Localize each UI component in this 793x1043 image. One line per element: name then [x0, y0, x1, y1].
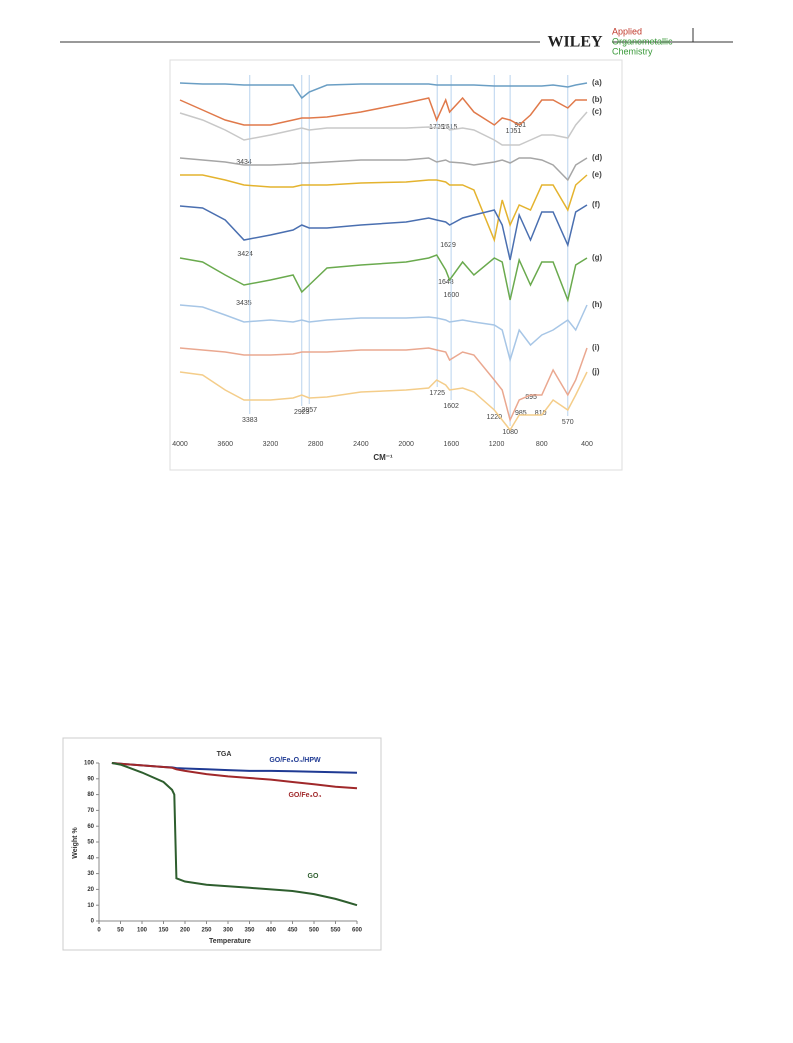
tga-line	[111, 762, 358, 790]
y-tick-label: 10	[87, 903, 94, 909]
x-tick-label: 500	[309, 928, 320, 934]
x-tick-label: 0	[97, 928, 101, 934]
spectrum-line	[179, 371, 588, 432]
x-tick-label: 300	[223, 928, 234, 934]
peak-label: 1725	[429, 390, 445, 397]
spectrum-line	[179, 111, 588, 146]
x-axis-label: Temperature	[209, 938, 251, 945]
journal-line: Chemistry	[612, 46, 653, 56]
legend-label: (i)	[592, 343, 600, 352]
peak-label: 991	[514, 122, 526, 129]
y-tick-label: 90	[87, 776, 94, 782]
x-tick-label: 1600	[444, 441, 460, 448]
x-tick-label: 100	[137, 928, 148, 934]
y-tick-label: 20	[87, 887, 94, 893]
spectrum-line	[179, 304, 588, 363]
spectrum-line	[179, 96, 587, 126]
chart-title: TGA	[217, 751, 232, 758]
spectrum-line	[179, 82, 588, 100]
peak-label: 985	[515, 410, 527, 417]
x-tick-label: 400	[581, 441, 593, 448]
legend-label: (e)	[592, 170, 602, 179]
x-tick-label: 2400	[353, 441, 369, 448]
peak-label: 2923	[294, 409, 310, 416]
x-tick-label: 2000	[398, 441, 414, 448]
x-tick-label: 3600	[217, 441, 233, 448]
y-tick-label: 50	[87, 840, 94, 846]
peak-label: 1220	[487, 414, 503, 421]
series-label: GO	[308, 873, 319, 880]
peak-label: 1051	[506, 128, 522, 135]
x-tick-label: 350	[244, 928, 255, 934]
x-tick-label: 150	[158, 928, 169, 934]
legend-label: (d)	[592, 153, 603, 162]
journal-line: Applied	[612, 26, 642, 36]
peak-label: 1080	[502, 429, 518, 436]
peak-label: 3435	[236, 300, 252, 307]
y-tick-label: 80	[87, 792, 94, 798]
chart-frame	[62, 737, 382, 951]
x-tick-label: 3200	[263, 441, 279, 448]
peak-label: 3424	[237, 251, 253, 258]
y-tick-label: 40	[87, 855, 94, 861]
y-tick-label: 100	[84, 761, 95, 767]
x-tick-label: 250	[201, 928, 212, 934]
y-tick-label: 0	[91, 919, 95, 925]
y-tick-label: 60	[87, 824, 94, 830]
y-tick-label: 70	[87, 808, 94, 814]
legend-label: (c)	[592, 107, 602, 116]
legend-label: (a)	[592, 78, 602, 87]
x-tick-label: 550	[330, 928, 341, 934]
peak-label: 2857	[301, 407, 317, 414]
spectrum-line	[179, 347, 588, 423]
legend-label: (g)	[592, 253, 603, 262]
x-tick-label: 50	[117, 928, 124, 934]
peak-label: 570	[562, 419, 574, 426]
legend-label: (f)	[592, 200, 600, 209]
tga-line	[111, 762, 358, 907]
legend-label: (j)	[592, 367, 600, 376]
x-tick-label: 200	[180, 928, 191, 934]
peak-label: 1615	[442, 124, 458, 131]
legend-label: (h)	[592, 300, 603, 309]
peak-label: 1602	[443, 403, 459, 410]
peak-label: 1648	[438, 279, 454, 286]
peak-label: 3434	[236, 159, 252, 166]
x-tick-label: 450	[287, 928, 298, 934]
x-tick-label: 1200	[489, 441, 505, 448]
x-axis-label: CM⁻¹	[373, 453, 393, 462]
spectrum-line	[180, 174, 588, 243]
series-label: GO/Fe₃O₄/HPW	[269, 757, 321, 764]
spectrum-line	[179, 157, 588, 182]
legend-label: (b)	[592, 95, 603, 104]
x-tick-label: 400	[266, 928, 277, 934]
x-tick-label: 600	[352, 928, 363, 934]
series-label: GO/Fe₃O₄	[288, 792, 321, 799]
spectrum-line	[179, 204, 588, 261]
y-axis-label: Weight %	[72, 827, 79, 859]
x-tick-label: 2800	[308, 441, 324, 448]
publisher: WILEY	[547, 34, 603, 51]
journal-line: Organometallic	[612, 36, 673, 46]
x-tick-label: 800	[536, 441, 548, 448]
peak-label: 3383	[242, 417, 258, 424]
peak-label: 895	[525, 394, 537, 401]
peak-label: 1629	[440, 242, 456, 249]
y-tick-label: 30	[87, 871, 94, 877]
peak-label: 810	[535, 410, 547, 417]
spectrum-line	[179, 254, 588, 303]
x-tick-label: 4000	[172, 441, 188, 448]
